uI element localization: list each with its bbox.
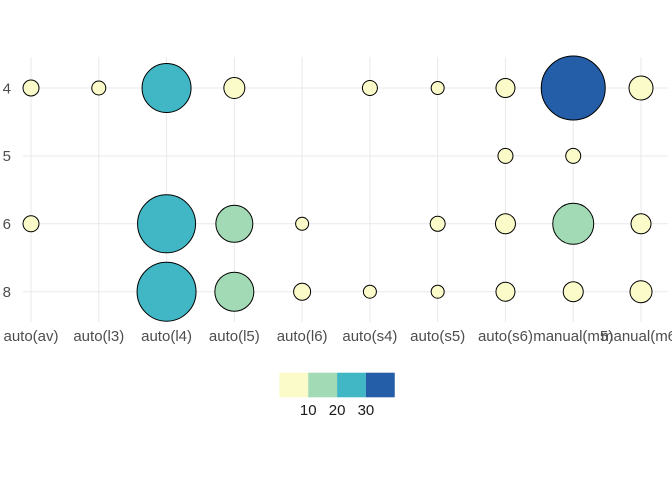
x-tick-label-auto(s4): auto(s4) [342, 328, 397, 345]
bubble-manual(m6)-cyl4 [628, 75, 654, 101]
legend-tick-label-30: 30 [358, 402, 375, 419]
y-tick-label-4: 4 [3, 80, 11, 97]
bubble-auto(av)-cyl6 [22, 215, 40, 233]
bubble-auto(s6)-cyl8 [495, 281, 516, 302]
legend-tick-label-10: 10 [300, 402, 317, 419]
bubble-manual(m5)-cyl4 [540, 55, 606, 121]
x-tick-label-manual(m6): manual(m6) [601, 328, 672, 345]
legend-swatch-30+ [365, 372, 395, 398]
bubble-manual(m6)-cyl8 [629, 280, 653, 304]
bubble-auto(s4)-cyl8 [362, 284, 377, 299]
bubble-auto(s6)-cyl6 [494, 213, 516, 235]
x-tick-label-manual(m5): manual(m5) [533, 328, 613, 345]
x-tick-label-auto(l4): auto(l4) [141, 328, 192, 345]
bubble-auto(l4)-cyl4 [141, 63, 192, 113]
x-tick-label-auto(s5): auto(s5) [410, 328, 465, 345]
bubble-auto(l5)-cyl6 [215, 204, 254, 243]
y-tick-label-6: 6 [3, 216, 11, 233]
bubble-auto(l5)-cyl8 [214, 271, 255, 312]
bubble-auto(s6)-cyl4 [495, 78, 516, 98]
bubble-auto(l5)-cyl4 [223, 77, 246, 99]
bubble-auto(l6)-cyl6 [295, 216, 310, 231]
x-tick-label-auto(s6): auto(s6) [478, 328, 533, 345]
bubble-auto(l4)-cyl8 [136, 261, 197, 322]
bubble-auto(av)-cyl4 [22, 79, 40, 97]
legend-swatch-0-10 [279, 372, 309, 398]
bubble-manual(m5)-cyl5 [565, 147, 582, 164]
x-tick-label-auto(av): auto(av) [3, 328, 58, 345]
bubble-auto(s4)-cyl4 [361, 80, 378, 96]
bubble-auto(l6)-cyl8 [293, 282, 312, 301]
bubble-manual(m5)-cyl8 [562, 281, 584, 303]
legend-tick-label-20: 20 [329, 402, 346, 419]
legend-swatch-20-30 [337, 372, 366, 398]
bubble-auto(s5)-cyl4 [430, 81, 445, 95]
y-tick-label-8: 8 [3, 284, 11, 301]
bubble-auto(l3)-cyl4 [91, 80, 107, 96]
legend-swatch-10-20 [308, 372, 338, 398]
x-tick-label-auto(l3): auto(l3) [73, 328, 124, 345]
x-tick-label-auto(l6): auto(l6) [277, 328, 328, 345]
bubble-auto(s6)-cyl5 [497, 147, 514, 164]
bubble-auto(l4)-cyl6 [137, 194, 197, 254]
bubble-auto(s5)-cyl6 [429, 215, 446, 232]
bubble-manual(m6)-cyl6 [630, 213, 652, 235]
y-tick-label-5: 5 [3, 148, 11, 165]
bubble-manual(m5)-cyl6 [552, 202, 595, 245]
bubble-auto(s5)-cyl8 [430, 284, 445, 299]
x-tick-label-auto(l5): auto(l5) [209, 328, 260, 345]
